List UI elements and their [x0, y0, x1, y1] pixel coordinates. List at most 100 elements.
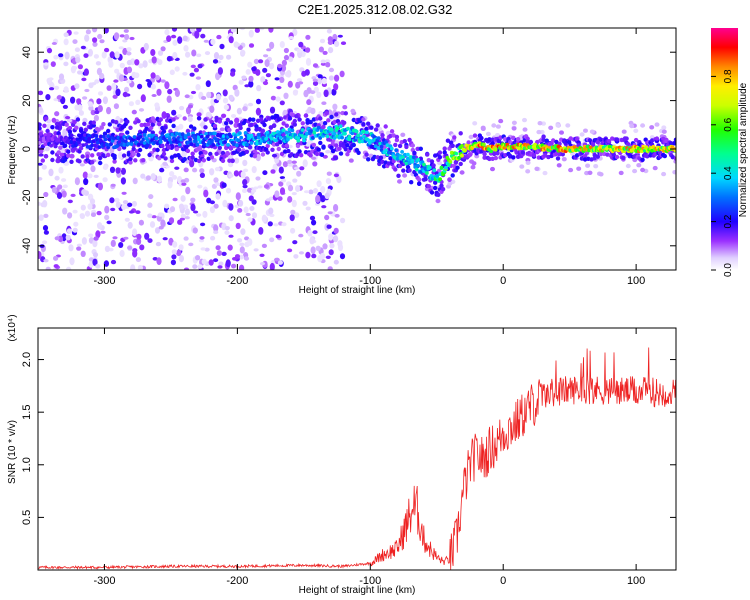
heatmap-noise-cell — [238, 254, 245, 260]
heatmap-noise-cell — [41, 164, 47, 170]
heatmap-noise-cell — [81, 189, 87, 196]
heatmap-noise-cell — [199, 168, 205, 174]
heatmap-noise-cell — [253, 186, 259, 190]
heatmap-noise-cell — [113, 103, 119, 110]
heatmap-noise-cell — [126, 59, 132, 66]
heatmap-noise-cell — [319, 38, 326, 44]
heatmap-noise-cell — [234, 157, 240, 164]
heatmap-noise-cell — [203, 39, 209, 43]
heatmap-ridge-cell — [278, 135, 283, 140]
heatmap-ridge-halo — [67, 125, 73, 131]
heatmap-ridge-halo — [418, 146, 423, 151]
heatmap-ridge-halo — [74, 125, 79, 130]
heatmap-noise-cell — [311, 253, 317, 259]
heatmap-ridge-cell — [142, 141, 147, 146]
heatmap-noise-cell — [269, 213, 275, 218]
heatmap-noise-cell — [145, 175, 151, 181]
heatmap-noise-cell — [135, 210, 141, 215]
heatmap-noise-cell — [296, 78, 303, 82]
heatmap-noise-cell — [88, 233, 94, 238]
heatmap-ridge-cell — [340, 135, 344, 140]
heatmap-noise-cell — [68, 244, 74, 252]
heatmap-noise-cell — [84, 34, 90, 42]
heatmap-noise-cell — [212, 59, 219, 64]
heatmap-noise-cell — [322, 50, 328, 55]
heatmap-noise-cell — [304, 190, 310, 194]
heatmap-ridge-halo — [38, 126, 42, 131]
heatmap-ridge-halo — [265, 150, 270, 155]
heatmap-noise-cell — [310, 246, 316, 254]
heatmap-ridge-halo — [107, 122, 113, 127]
heatmap-ridge-halo — [83, 127, 89, 132]
heatmap-noise-cell — [299, 166, 305, 171]
heatmap-ridge-halo — [482, 155, 487, 160]
heatmap-ridge-cell — [303, 134, 308, 139]
heatmap-noise-cell — [102, 177, 108, 183]
heatmap-ridge-halo — [260, 152, 266, 157]
heatmap-noise-cell — [74, 47, 80, 52]
heatmap-noise-cell — [160, 219, 166, 228]
heatmap-noise-cell — [167, 88, 173, 95]
heatmap-ridge-halo — [284, 123, 289, 128]
heatmap-ridge-cell — [205, 134, 210, 139]
heatmap-noise-cell — [76, 243, 82, 247]
heatmap-ridge-halo — [69, 159, 74, 164]
heatmap-noise-cell — [72, 227, 78, 233]
heatmap-noise-cell — [640, 123, 646, 128]
heatmap-noise-cell — [248, 75, 254, 82]
heatmap-ridge-halo — [51, 117, 57, 123]
heatmap-ridge-cell — [84, 136, 89, 141]
heatmap-ridge-cell — [234, 143, 239, 148]
heatmap-ridge-halo — [190, 151, 195, 156]
heatmap-ridge-cell — [350, 131, 355, 136]
heatmap-ridge-halo — [640, 157, 645, 162]
heatmap-noise-cell — [298, 41, 304, 48]
heatmap-noise-cell — [296, 48, 302, 53]
heatmap-ridge-halo — [468, 152, 473, 157]
heatmap-ridge-halo — [106, 152, 111, 158]
heatmap-noise-cell — [210, 38, 216, 46]
heatmap-noise-cell — [327, 266, 333, 270]
heatmap-noise-cell — [213, 224, 219, 233]
heatmap-noise-cell — [170, 259, 176, 266]
heatmap-noise-cell — [162, 161, 168, 166]
heatmap-ridge-cell — [410, 159, 415, 164]
heatmap-ridge-cell — [128, 136, 133, 141]
heatmap-noise-cell — [275, 234, 281, 239]
heatmap-ridge-cell — [360, 139, 365, 144]
heatmap-ridge-cell — [400, 150, 404, 154]
heatmap-ridge-halo — [85, 154, 90, 159]
heatmap-noise-cell — [150, 173, 156, 181]
heatmap-noise-cell — [298, 233, 304, 238]
heatmap-ridge-cell — [404, 161, 409, 166]
heatmap-ridge-halo — [96, 152, 101, 157]
heatmap-noise-cell — [139, 244, 145, 251]
heatmap-ridge-halo — [633, 137, 639, 143]
heatmap-ridge-cell — [175, 131, 179, 136]
heatmap-ridge-cell — [422, 162, 426, 167]
heatmap-ridge-halo — [300, 121, 305, 126]
heatmap-ridge-cell — [389, 146, 394, 151]
heatmap-ridge-halo — [544, 138, 549, 143]
heatmap-ridge-halo — [329, 145, 334, 150]
heatmap-noise-cell — [236, 107, 242, 115]
heatmap-ridge-halo — [624, 136, 629, 141]
heatmap-noise-cell — [126, 66, 133, 74]
heatmap-noise-cell — [94, 79, 100, 84]
colorbar-gradient — [711, 28, 738, 270]
heatmap-ridge-halo — [171, 117, 176, 122]
heatmap-noise-cell — [156, 88, 162, 96]
heatmap-ridge-halo — [278, 140, 283, 145]
heatmap-noise-cell — [123, 29, 129, 33]
heatmap-ridge-cell — [43, 133, 48, 137]
heatmap-noise-cell — [318, 46, 324, 53]
heatmap-noise-cell — [305, 206, 311, 211]
heatmap-noise-cell — [288, 56, 294, 63]
heatmap-ridge-cell — [346, 126, 350, 131]
heatmap-ridge-cell — [183, 134, 188, 138]
heatmap-ridge-halo — [98, 155, 103, 161]
heatmap-noise-cell — [183, 236, 189, 241]
heatmap-ridge-halo — [393, 167, 398, 172]
heatmap-ridge-cell — [80, 133, 84, 137]
heatmap-noise-cell — [132, 249, 138, 258]
